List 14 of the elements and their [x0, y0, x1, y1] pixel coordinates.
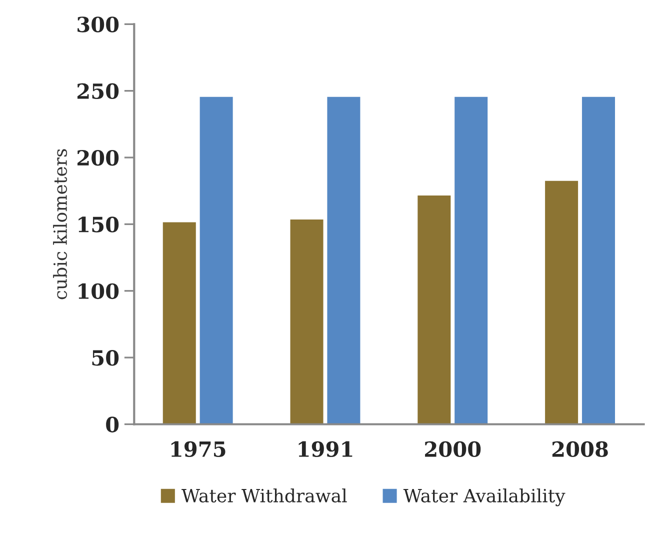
legend-label: Water Availability: [403, 488, 566, 506]
y-tick-label: 300: [78, 16, 119, 32]
x-tick-label: 2008: [552, 441, 608, 458]
y-tick-label: 150: [78, 216, 119, 232]
x-tick-label: 2000: [425, 441, 481, 458]
y-tick-label: 50: [92, 350, 119, 366]
y-axis-title: cubic kilometers: [53, 149, 68, 300]
x-tick-label: 1991: [298, 441, 352, 458]
y-tick-label: 0: [106, 416, 119, 432]
x-tick-label: 1975: [171, 441, 226, 458]
y-tick-label: 100: [78, 283, 119, 300]
legend-label: Water Withdrawal: [182, 488, 347, 502]
y-tick-label: 250: [77, 83, 119, 100]
y-tick-label: 200: [77, 150, 119, 166]
